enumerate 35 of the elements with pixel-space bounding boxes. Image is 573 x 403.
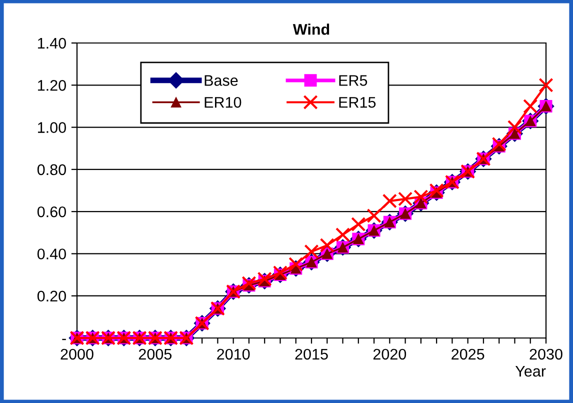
x-tick-label: 2030: [530, 348, 562, 360]
y-tick-label: 0.20: [37, 290, 66, 302]
y-tick-label: 1.20: [38, 80, 66, 91]
point: [288, 256, 304, 272]
x-axis-title: Year: [515, 366, 546, 377]
y-tick-label: 1.40: [38, 38, 66, 49]
point: [320, 238, 334, 253]
y-tick-label: 0.60: [37, 206, 66, 218]
chart-title: Wind: [292, 24, 330, 35]
y-tick-label: 1.00: [38, 122, 66, 133]
point: [507, 120, 522, 135]
point: [304, 244, 319, 259]
point: [272, 265, 288, 280]
legend-label: ER5: [339, 75, 368, 86]
point: [366, 208, 382, 224]
y-tick-label: 0.80: [37, 164, 66, 176]
y-tick-label: 0.40: [37, 248, 66, 260]
legend-label: ER10: [204, 96, 242, 108]
x-tick-label: 2010: [217, 348, 250, 360]
y-tick-label: -: [62, 338, 66, 340]
point: [523, 98, 538, 114]
point: [335, 227, 350, 242]
point: [351, 216, 366, 232]
legend-label: ER15: [339, 97, 376, 108]
x-tick-label: 2020: [373, 348, 406, 360]
x-tick-label: 2005: [138, 348, 172, 360]
point: [492, 136, 506, 152]
legend-label: Base: [204, 75, 238, 86]
point: [429, 183, 444, 198]
point: [257, 272, 272, 286]
x-tick-label: 2025: [452, 348, 484, 360]
point: [538, 78, 554, 92]
x-tick-label: 2000: [60, 348, 94, 360]
point: [242, 276, 256, 291]
x-tick-label: 2015: [295, 348, 328, 360]
